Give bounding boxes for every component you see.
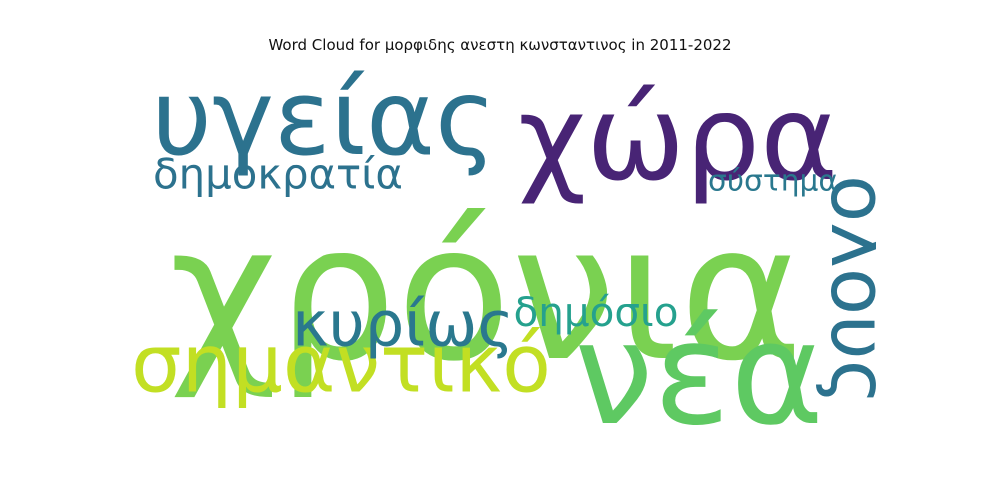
word-cloud-word: χώρα: [518, 69, 838, 207]
word-cloud-word: δημοκρατία: [153, 150, 403, 199]
word-cloud-word: δημόσιο: [514, 288, 679, 336]
chart-title: Word Cloud for μορφιδης ανεστη κωνσταντι…: [268, 36, 732, 54]
word-cloud: χρόνια νέα χώρα υγείας σημαντικό όλους κυρίως δ…: [126, 58, 876, 433]
word-cloud-word: σύστημα: [708, 164, 838, 199]
word-cloud-word: όλους: [813, 175, 876, 405]
word-cloud-word: χρόνια: [169, 185, 803, 403]
word-cloud-word: νέα: [574, 291, 824, 433]
word-cloud-word: κυρίως: [292, 288, 514, 361]
word-cloud-word: σημαντικό: [131, 318, 551, 411]
word-cloud-word: υγείας: [152, 58, 497, 179]
